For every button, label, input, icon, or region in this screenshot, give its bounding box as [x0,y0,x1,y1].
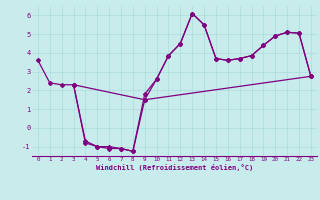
X-axis label: Windchill (Refroidissement éolien,°C): Windchill (Refroidissement éolien,°C) [96,164,253,171]
